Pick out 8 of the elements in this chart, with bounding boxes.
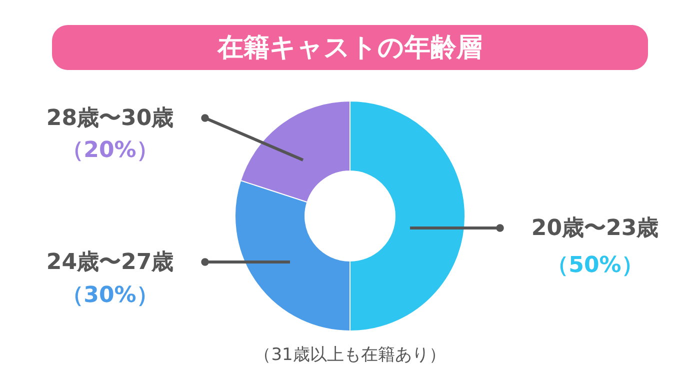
slice-label: 20歳〜23歳 [531, 216, 659, 241]
data-label: （20%） [62, 138, 158, 163]
slice-label: 28歳〜30歳 [46, 106, 174, 131]
chart-title: 在籍キャストの年齢層 [216, 33, 482, 63]
slice-label: 24歳〜27歳 [46, 250, 174, 275]
data-label: （30%） [62, 283, 158, 308]
text: （31歳以上も在籍あり） [254, 345, 446, 365]
data-label: （50%） [546, 253, 644, 278]
